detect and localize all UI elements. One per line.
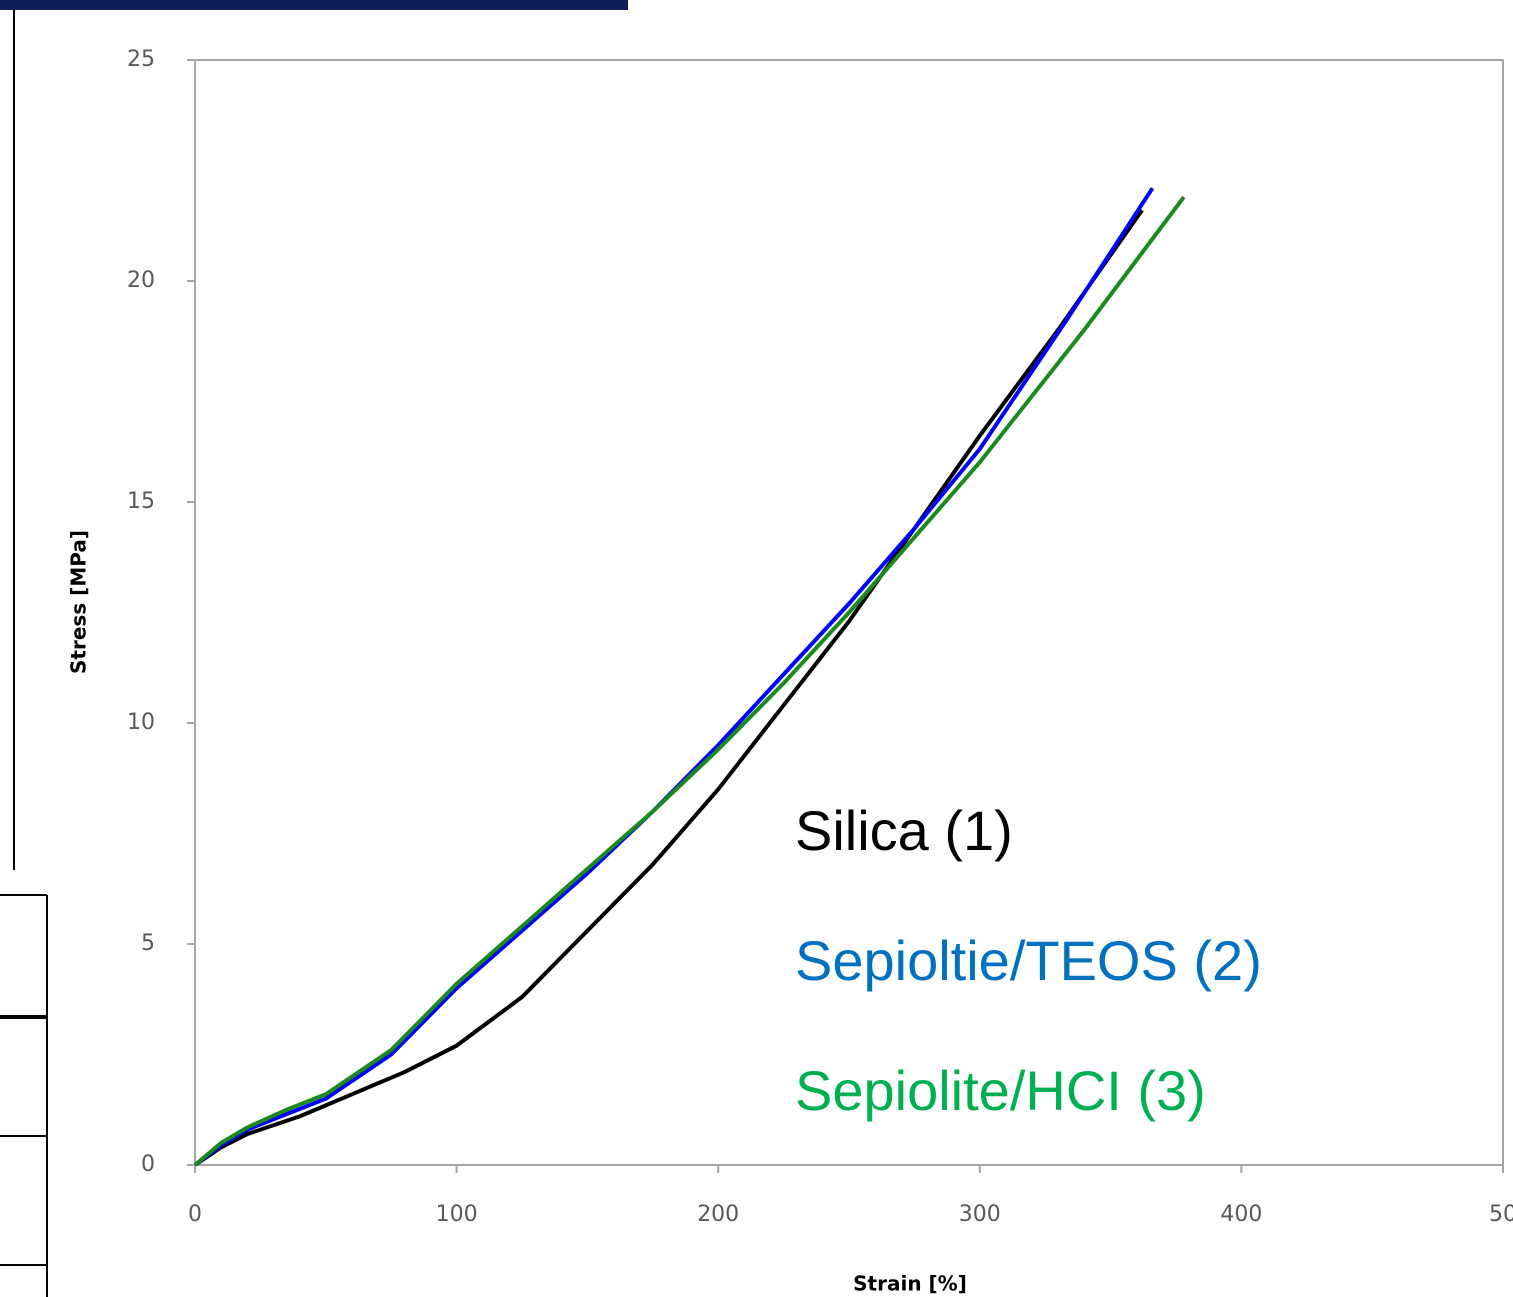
y-tick-label: 15 [127, 489, 155, 514]
side-table [0, 10, 48, 1297]
x-axis-title: Strain [%] [853, 1272, 967, 1296]
y-axis-title: Stress [MPa] [67, 530, 91, 674]
y-tick-label: 5 [141, 931, 155, 956]
y-tick-label: 25 [127, 47, 155, 72]
series-line [193, 209, 1144, 1167]
x-tick-label: 0 [188, 1202, 202, 1227]
legend-label: Sepiolite/HCI (3) [795, 1059, 1206, 1122]
x-tick-label: 100 [436, 1202, 478, 1227]
series-line [193, 187, 1155, 1167]
y-tick-label: 10 [127, 710, 155, 735]
y-tick-label: 0 [141, 1152, 155, 1177]
x-tick-label: 50 [1489, 1202, 1513, 1227]
header-bar [0, 0, 628, 10]
x-tick-label: 400 [1220, 1202, 1262, 1227]
x-tick-label: 300 [959, 1202, 1001, 1227]
series-line [193, 195, 1186, 1167]
y-tick-label: 20 [127, 268, 155, 293]
legend-label: Silica (1) [795, 799, 1013, 862]
plot-frame [194, 59, 1504, 1166]
legend-label: Sepioltie/TEOS (2) [795, 929, 1262, 992]
x-tick-label: 200 [697, 1202, 739, 1227]
